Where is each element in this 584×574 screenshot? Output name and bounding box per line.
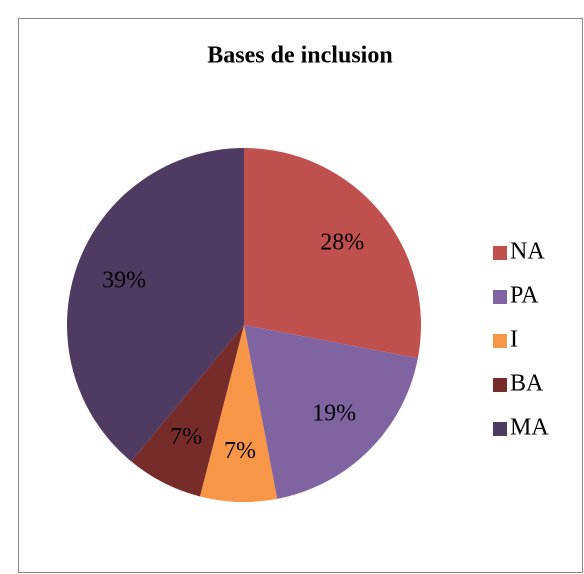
pie-slice bbox=[199, 325, 278, 502]
legend-label: BA bbox=[510, 371, 544, 397]
legend-swatch bbox=[493, 334, 507, 348]
legend-label: NA bbox=[510, 239, 545, 265]
data-label: 28% bbox=[320, 229, 364, 255]
pie-slice bbox=[131, 325, 244, 497]
legend-label: MA bbox=[510, 415, 549, 441]
legend-swatch bbox=[493, 246, 507, 260]
legend-swatch bbox=[493, 422, 507, 436]
pie-slice bbox=[244, 148, 421, 359]
legend-label: PA bbox=[510, 283, 539, 309]
data-label: 7% bbox=[224, 438, 256, 464]
data-label: 19% bbox=[312, 401, 356, 427]
pie-slice bbox=[244, 325, 418, 499]
pie-slice bbox=[67, 148, 244, 462]
data-label: 7% bbox=[170, 424, 202, 450]
legend-swatch bbox=[493, 378, 507, 392]
data-label: 39% bbox=[102, 267, 146, 293]
legend-label: I bbox=[510, 327, 518, 353]
legend-swatch bbox=[493, 290, 507, 304]
chart-title: Bases de inclusion bbox=[207, 43, 392, 69]
